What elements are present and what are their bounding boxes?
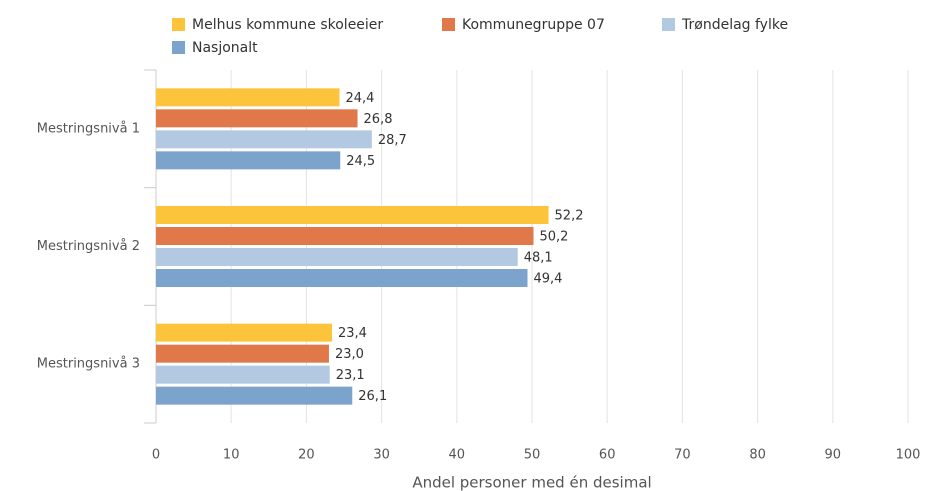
bar [156, 109, 358, 128]
value-label: 23,0 [335, 347, 364, 362]
bar [156, 151, 341, 170]
value-label: 52,2 [555, 209, 584, 224]
legend-label: Trøndelag fylke [681, 17, 788, 33]
bar [156, 248, 518, 266]
bar [156, 130, 372, 149]
legend-swatch [172, 41, 185, 54]
bar [156, 323, 332, 342]
legend-label: Kommunegruppe 07 [462, 17, 605, 33]
y-tick-label: Mestringsnivå 1 [37, 121, 140, 136]
x-tick-label: 70 [674, 448, 691, 463]
legend-swatch [442, 18, 455, 31]
bar [156, 365, 330, 384]
x-tick-label: 90 [825, 448, 842, 463]
bar [156, 344, 329, 363]
legend-label: Melhus kommune skoleeier [192, 17, 383, 33]
x-tick-label: 40 [449, 448, 466, 463]
value-label: 23,4 [338, 326, 367, 341]
x-tick-label: 10 [223, 448, 240, 463]
value-label: 28,7 [378, 133, 407, 148]
legend-swatch [172, 18, 185, 31]
y-tick-label: Mestringsnivå 3 [37, 357, 140, 372]
value-label: 50,2 [540, 230, 569, 245]
value-label: 48,1 [524, 251, 553, 266]
legend-swatch [662, 18, 675, 31]
value-label: 26,8 [364, 112, 393, 127]
y-tick-label: Mestringsnivå 2 [37, 239, 140, 254]
value-label: 24,5 [346, 154, 375, 169]
legend-label: Nasjonalt [192, 40, 258, 56]
value-label: 26,1 [358, 389, 387, 404]
bar [156, 206, 549, 224]
bar [156, 227, 534, 245]
value-label: 49,4 [533, 272, 562, 287]
x-tick-label: 100 [896, 448, 921, 463]
value-label: 23,1 [336, 368, 365, 383]
x-tick-label: 20 [298, 448, 315, 463]
x-tick-label: 80 [749, 448, 766, 463]
x-tick-label: 30 [373, 448, 390, 463]
x-tick-label: 60 [599, 448, 616, 463]
x-tick-label: 50 [524, 448, 541, 463]
x-tick-label: 0 [152, 448, 160, 463]
value-label: 24,4 [345, 91, 374, 106]
bar [156, 88, 340, 107]
bar [156, 269, 528, 287]
x-axis-title: Andel personer med én desimal [412, 474, 651, 491]
bar [156, 386, 353, 405]
